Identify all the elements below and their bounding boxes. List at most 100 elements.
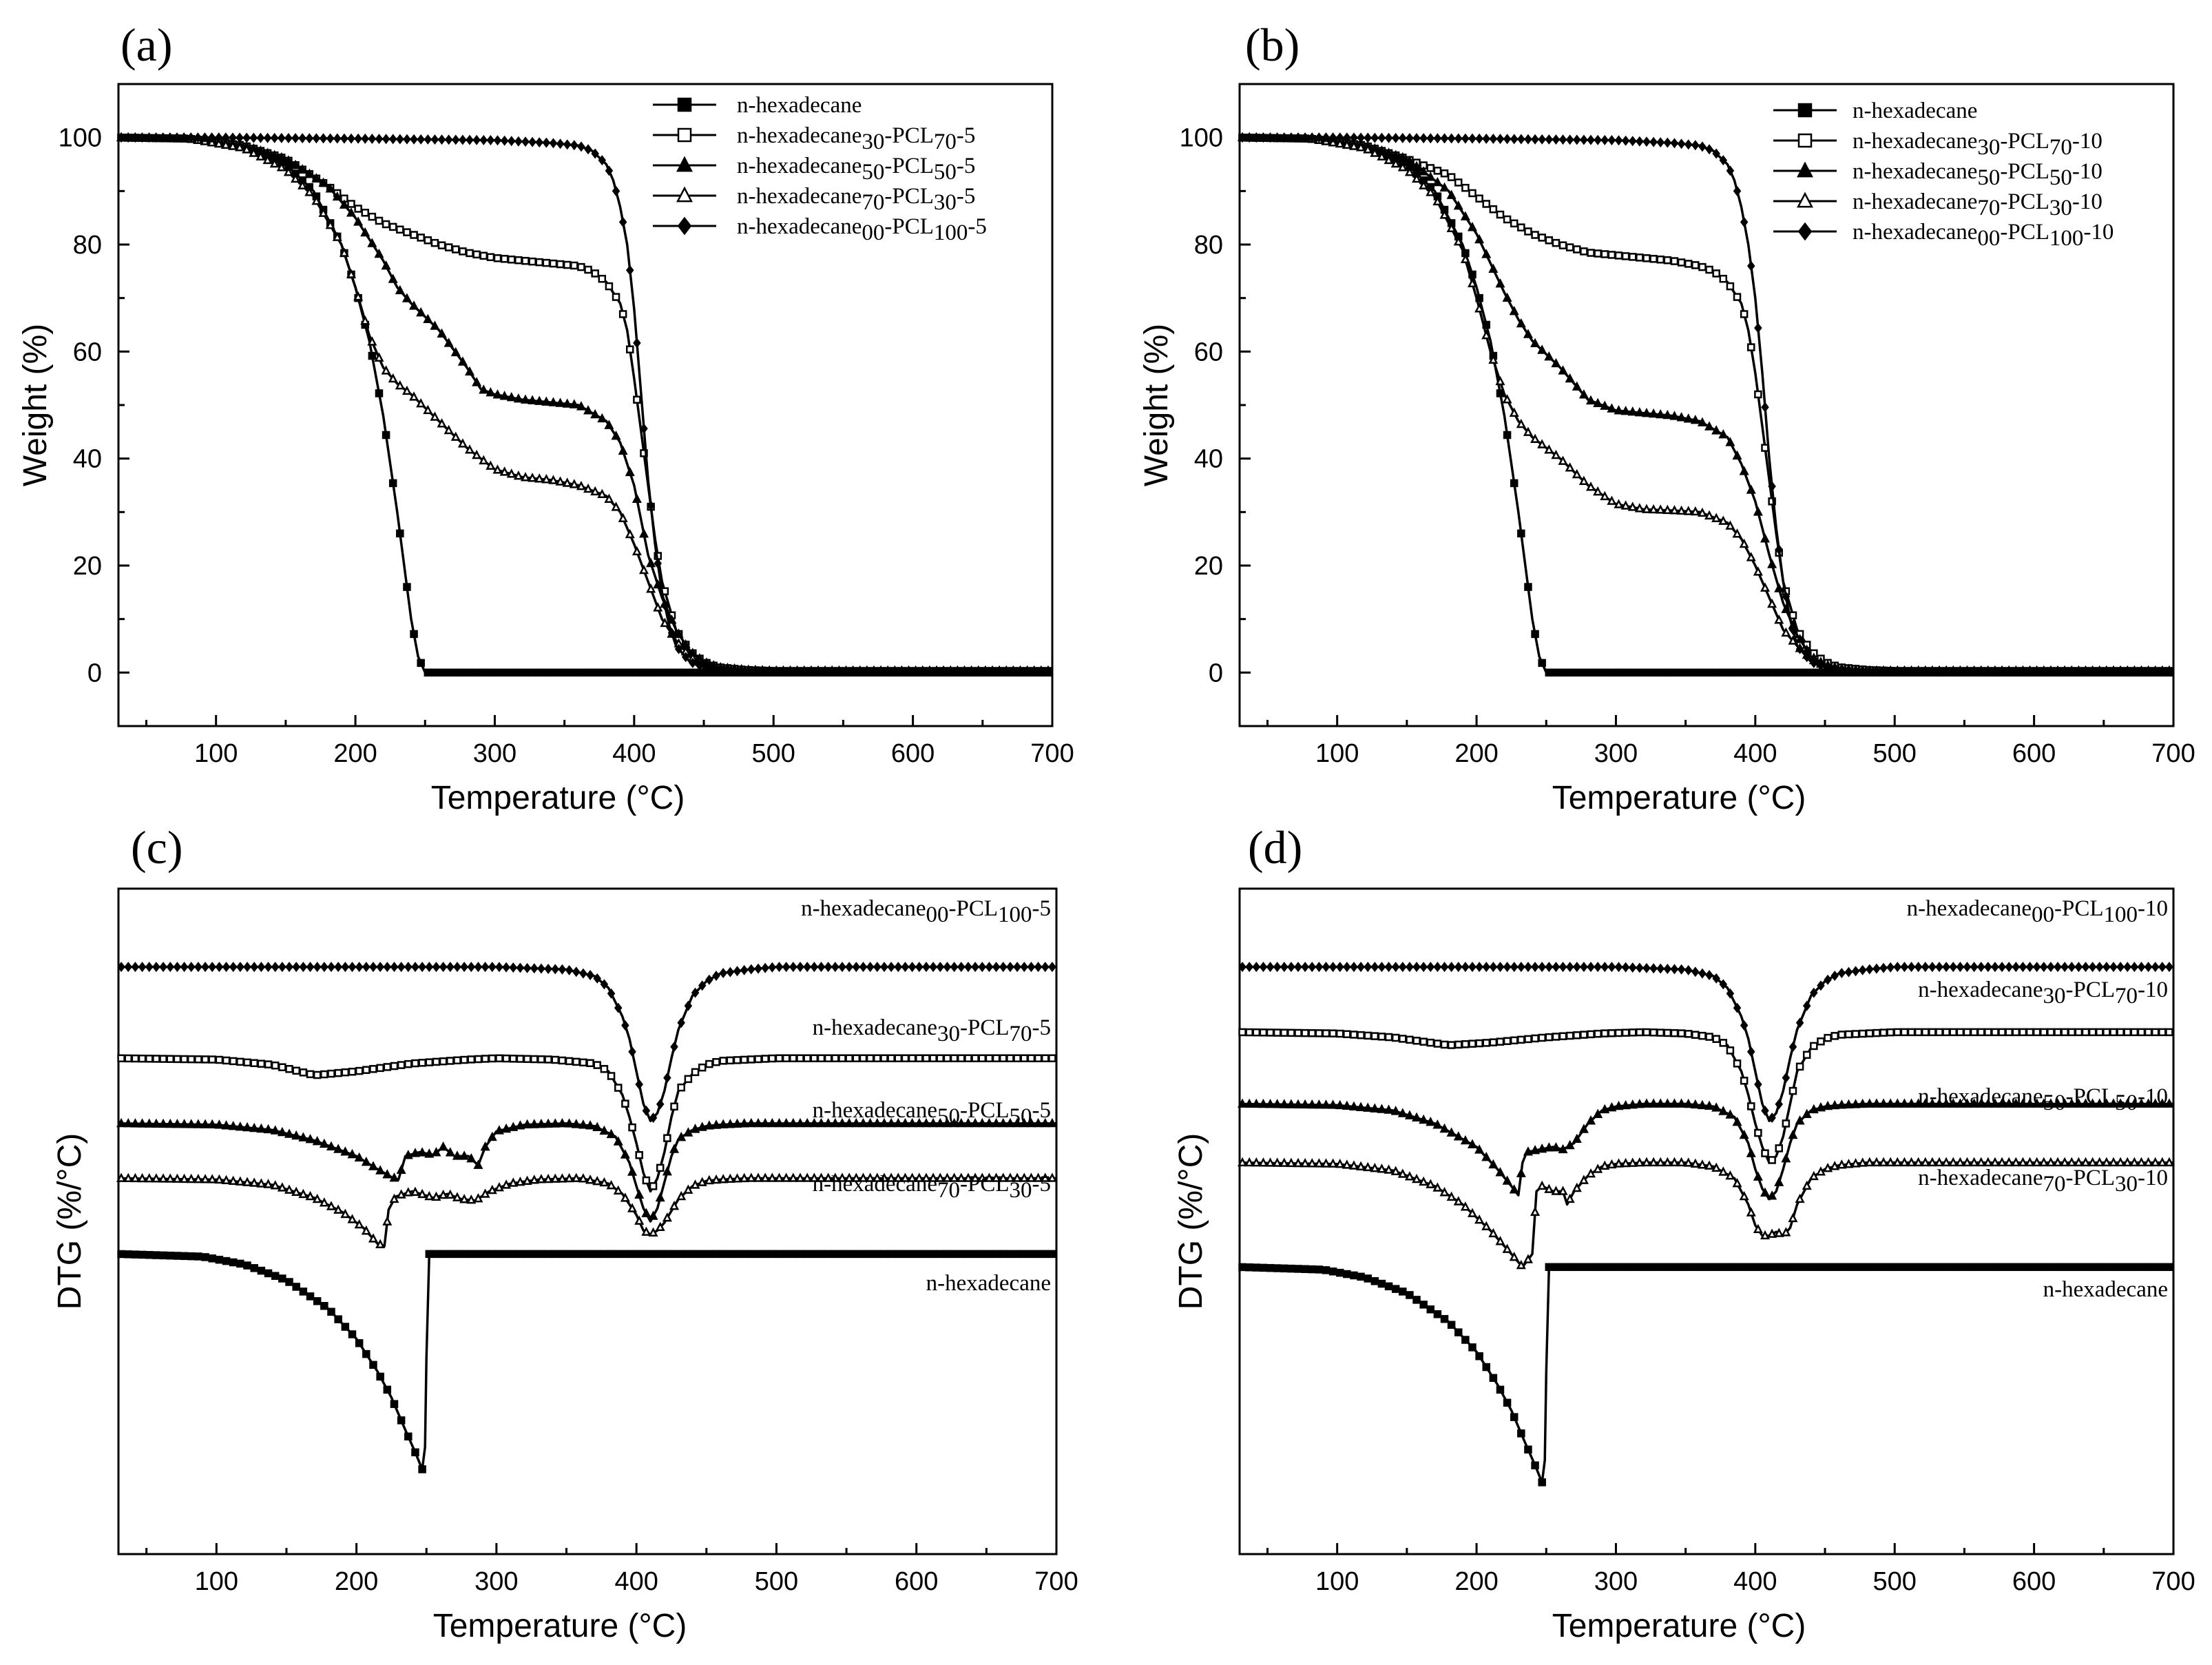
data-point-marker <box>894 962 903 973</box>
data-point-marker <box>2045 1098 2056 1108</box>
data-point-marker <box>957 962 966 973</box>
data-point-marker <box>1342 139 1352 149</box>
data-point-marker <box>705 1250 713 1259</box>
data-point-marker <box>816 1172 826 1182</box>
data-point-marker <box>635 1151 643 1159</box>
data-point-marker <box>2137 1263 2146 1272</box>
data-point-marker <box>382 134 390 145</box>
data-point-marker <box>635 1079 643 1090</box>
data-point-marker <box>1628 1028 1637 1037</box>
data-point-marker <box>243 1058 251 1067</box>
data-point-marker <box>1034 962 1043 973</box>
data-point-marker <box>1328 1267 1337 1276</box>
data-point-marker <box>2040 1263 2048 1272</box>
data-point-marker <box>2005 1028 2013 1037</box>
data-point-marker <box>1914 962 1923 973</box>
data-point-marker <box>1573 245 1581 254</box>
data-point-marker <box>1711 1162 1722 1172</box>
data-point-marker <box>382 1169 393 1179</box>
y-tick-label: 0 <box>1209 659 1223 687</box>
data-point-marker <box>618 668 627 677</box>
data-point-marker <box>2150 1098 2160 1108</box>
data-point-marker <box>1454 1328 1463 1336</box>
data-point-marker <box>1775 1263 1783 1272</box>
data-point-marker <box>474 1250 483 1259</box>
data-point-marker <box>1782 1263 1791 1272</box>
data-point-marker <box>207 132 216 143</box>
data-point-marker <box>438 1189 448 1199</box>
data-point-marker <box>634 1189 645 1199</box>
data-point-marker <box>1858 964 1867 975</box>
data-point-marker <box>1788 1212 1798 1223</box>
data-point-marker <box>1404 167 1415 176</box>
x-tick-label: 400 <box>1733 1567 1777 1596</box>
data-point-marker <box>565 1057 574 1066</box>
data-point-marker <box>928 1172 939 1182</box>
data-point-marker <box>562 477 572 487</box>
data-point-marker <box>1502 394 1512 404</box>
data-point-marker <box>1914 665 1923 676</box>
data-point-marker <box>779 665 788 676</box>
data-point-marker <box>158 1118 169 1128</box>
data-point-marker <box>437 134 446 145</box>
data-point-marker <box>2004 1157 2014 1167</box>
data-point-marker <box>1558 962 1567 973</box>
data-point-marker <box>1935 1028 1943 1037</box>
data-point-marker <box>712 971 720 982</box>
data-point-marker <box>444 424 454 435</box>
data-point-marker <box>809 1117 820 1128</box>
data-point-marker <box>388 373 398 383</box>
data-point-marker <box>1928 1028 1937 1037</box>
data-point-marker <box>501 1123 512 1133</box>
data-point-marker <box>1551 358 1561 368</box>
data-point-marker <box>208 1055 216 1064</box>
data-point-marker <box>138 132 147 143</box>
data-point-marker <box>613 1185 623 1195</box>
data-point-marker <box>1474 1214 1485 1224</box>
data-point-marker <box>298 164 308 174</box>
data-point-marker <box>880 1250 888 1259</box>
data-point-marker <box>1370 132 1379 143</box>
data-point-marker <box>1370 147 1380 157</box>
data-point-marker <box>1481 329 1492 340</box>
data-point-marker <box>1356 1161 1366 1170</box>
data-point-marker <box>1503 431 1512 439</box>
data-point-marker <box>474 962 483 973</box>
data-point-marker <box>1830 1263 1839 1272</box>
data-point-marker <box>670 1250 678 1259</box>
series-4: n-hexadecane <box>1238 1263 2173 1487</box>
data-point-marker <box>1460 211 1470 220</box>
data-point-marker <box>2025 665 2034 676</box>
data-point-marker <box>446 1057 455 1065</box>
data-point-marker <box>346 269 357 278</box>
data-point-marker <box>1620 406 1631 415</box>
data-point-marker <box>817 962 826 973</box>
data-point-marker <box>1866 964 1874 975</box>
data-point-marker <box>1963 1028 1972 1037</box>
data-point-marker <box>887 1250 895 1259</box>
data-point-marker <box>1399 132 1407 143</box>
data-point-marker <box>2130 962 2139 973</box>
data-point-marker <box>346 207 357 217</box>
data-point-marker <box>1761 668 1769 677</box>
data-point-marker <box>523 1250 532 1259</box>
data-point-marker <box>1293 1099 1304 1108</box>
data-point-marker <box>612 668 620 677</box>
data-point-marker <box>430 320 440 330</box>
data-point-marker <box>1899 1098 1910 1108</box>
data-point-marker <box>536 1174 546 1183</box>
data-point-marker <box>626 345 634 353</box>
x-tick-label: 200 <box>1454 1567 1498 1596</box>
data-point-marker <box>1649 963 1658 974</box>
data-point-marker <box>1565 134 1574 145</box>
data-point-marker <box>1432 196 1443 206</box>
data-point-marker <box>1753 1223 1763 1234</box>
data-point-marker <box>838 962 846 973</box>
data-point-marker <box>2018 962 2027 973</box>
data-point-marker <box>1893 1263 1902 1272</box>
data-point-marker <box>389 1193 399 1203</box>
data-point-marker <box>1517 223 1525 231</box>
data-point-marker <box>1573 1263 1581 1272</box>
data-point-marker <box>1552 238 1561 247</box>
data-point-marker <box>775 1054 784 1062</box>
